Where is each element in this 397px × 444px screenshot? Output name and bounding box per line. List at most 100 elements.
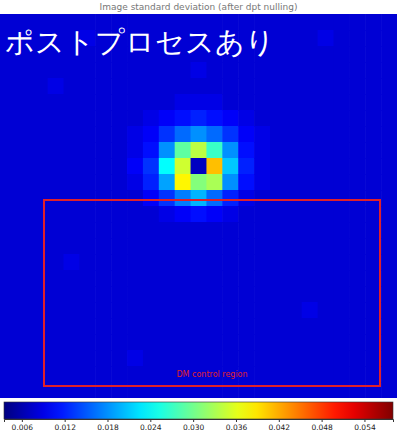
colorbar-tick-mark bbox=[236, 419, 237, 422]
heatmap-cell bbox=[238, 206, 254, 223]
heatmap-cell bbox=[206, 142, 222, 159]
heatmap-cell bbox=[270, 190, 286, 207]
heatmap-cell bbox=[333, 62, 349, 79]
heatmap-cell bbox=[191, 158, 207, 175]
heatmap-cell bbox=[127, 142, 143, 159]
heatmap-cell bbox=[191, 206, 207, 223]
heatmap-cell bbox=[238, 94, 254, 111]
heatmap-cell bbox=[333, 46, 349, 63]
heatmap-cell bbox=[175, 270, 191, 287]
heatmap-cell bbox=[270, 334, 286, 351]
heatmap-cell bbox=[302, 78, 318, 95]
heatmap-cell bbox=[175, 318, 191, 335]
heatmap-cell bbox=[349, 46, 365, 63]
heatmap-cell bbox=[333, 222, 349, 239]
heatmap-cell bbox=[159, 190, 175, 207]
heatmap-cell bbox=[302, 62, 318, 79]
heatmap-cell bbox=[318, 30, 334, 47]
heatmap-cell bbox=[286, 222, 302, 239]
heatmap-cell bbox=[333, 382, 349, 398]
heatmap-cell bbox=[222, 206, 238, 223]
heatmap-cell bbox=[95, 78, 111, 95]
heatmap-cell bbox=[127, 110, 143, 127]
heatmap-cell bbox=[349, 174, 365, 191]
heatmap-cell bbox=[381, 158, 397, 175]
heatmap-cell bbox=[0, 254, 16, 271]
heatmap-cell bbox=[365, 158, 381, 175]
heatmap-cell bbox=[191, 286, 207, 303]
heatmap-cell bbox=[318, 302, 334, 319]
colorbar-tick-label: 0.036 bbox=[226, 423, 248, 432]
heatmap-cell bbox=[64, 206, 80, 223]
colorbar-tick-mark bbox=[107, 419, 108, 422]
heatmap-cell bbox=[95, 126, 111, 143]
heatmap-cell bbox=[286, 126, 302, 143]
heatmap-cell bbox=[270, 238, 286, 255]
colorbar-axis: 0.0060.0120.0180.0240.0300.0360.0420.048… bbox=[5, 419, 394, 432]
heatmap-cell bbox=[175, 110, 191, 127]
heatmap-cell bbox=[270, 286, 286, 303]
heatmap-cell bbox=[333, 270, 349, 287]
heatmap-cell bbox=[159, 142, 175, 159]
heatmap-cell bbox=[32, 126, 48, 143]
heatmap-cell bbox=[318, 142, 334, 159]
heatmap-cell bbox=[79, 318, 95, 335]
heatmap-cell bbox=[381, 190, 397, 207]
heatmap-cell bbox=[159, 382, 175, 398]
heatmap-cell bbox=[191, 110, 207, 127]
heatmap-cell bbox=[32, 350, 48, 367]
heatmap-cell bbox=[381, 126, 397, 143]
heatmap-cell bbox=[111, 286, 127, 303]
colorbar-tick: 0.018 bbox=[97, 419, 119, 432]
heatmap-cell bbox=[0, 222, 16, 239]
heatmap-cell bbox=[238, 238, 254, 255]
heatmap-cell bbox=[270, 318, 286, 335]
heatmap-cell bbox=[175, 222, 191, 239]
heatmap-cell bbox=[143, 78, 159, 95]
heatmap-cell bbox=[222, 286, 238, 303]
heatmap-cell bbox=[64, 382, 80, 398]
heatmap-cell bbox=[206, 238, 222, 255]
heatmap-cell bbox=[127, 78, 143, 95]
heatmap-cell bbox=[206, 78, 222, 95]
heatmap-cell bbox=[286, 366, 302, 383]
heatmap-cell bbox=[318, 270, 334, 287]
heatmap-cell bbox=[32, 158, 48, 175]
heatmap-cell bbox=[0, 382, 16, 398]
heatmap-cell bbox=[222, 142, 238, 159]
heatmap-cell bbox=[95, 158, 111, 175]
heatmap-cell bbox=[333, 334, 349, 351]
heatmap-cell bbox=[0, 78, 16, 95]
heatmap-cell bbox=[32, 254, 48, 271]
heatmap-cell bbox=[48, 254, 64, 271]
heatmap-cell bbox=[32, 110, 48, 127]
heatmap-cell bbox=[349, 334, 365, 351]
heatmap-cell bbox=[365, 110, 381, 127]
heatmap-cell bbox=[286, 14, 302, 31]
heatmap-cell bbox=[254, 206, 270, 223]
heatmap-cell bbox=[127, 222, 143, 239]
heatmap-cell bbox=[222, 350, 238, 367]
heatmap-cell bbox=[191, 302, 207, 319]
heatmap-cell bbox=[159, 366, 175, 383]
heatmap-cell bbox=[191, 254, 207, 271]
heatmap-cell bbox=[64, 318, 80, 335]
heatmap-cell bbox=[64, 222, 80, 239]
heatmap-cell bbox=[111, 318, 127, 335]
heatmap-cell bbox=[79, 206, 95, 223]
heatmap-cell bbox=[64, 238, 80, 255]
heatmap-cell bbox=[95, 206, 111, 223]
heatmap-cell bbox=[333, 238, 349, 255]
heatmap-cell bbox=[238, 318, 254, 335]
heatmap-cell bbox=[95, 238, 111, 255]
heatmap-cell bbox=[48, 286, 64, 303]
heatmap-cell bbox=[143, 110, 159, 127]
heatmap-cell bbox=[302, 350, 318, 367]
heatmap-cell bbox=[302, 110, 318, 127]
heatmap-cell bbox=[127, 206, 143, 223]
heatmap-cell bbox=[381, 366, 397, 383]
heatmap-cell bbox=[127, 126, 143, 143]
heatmap-cell bbox=[127, 318, 143, 335]
heatmap-cell bbox=[381, 62, 397, 79]
heatmap-cell bbox=[254, 110, 270, 127]
